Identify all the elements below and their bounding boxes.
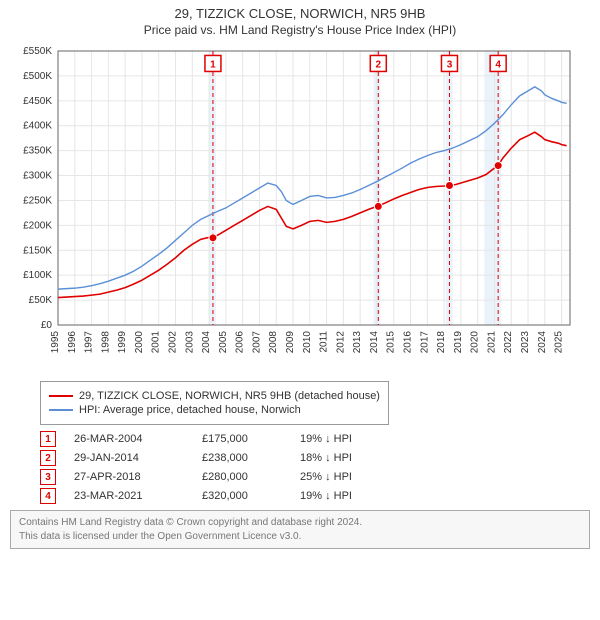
legend-swatch xyxy=(49,409,73,411)
svg-text:2019: 2019 xyxy=(453,331,464,354)
svg-text:2020: 2020 xyxy=(470,331,481,354)
svg-text:2006: 2006 xyxy=(235,331,246,354)
svg-text:£550K: £550K xyxy=(23,46,52,57)
svg-text:2012: 2012 xyxy=(335,331,346,354)
price-chart: £0 £50K £100K £150K £200K £250K £300K £350K £400… xyxy=(10,43,580,373)
svg-text:2011: 2011 xyxy=(319,331,330,353)
svg-text:£150K: £150K xyxy=(23,245,52,256)
svg-text:2014: 2014 xyxy=(369,331,380,354)
svg-text:2013: 2013 xyxy=(352,331,363,354)
sales-row: 3 27-APR-2018 £280,000 25% ↓ HPI xyxy=(40,469,590,485)
svg-text:£400K: £400K xyxy=(23,121,52,132)
svg-text:2007: 2007 xyxy=(251,331,262,354)
sale-marker-icon: 3 xyxy=(40,469,56,485)
svg-text:£450K: £450K xyxy=(23,96,52,107)
svg-text:2001: 2001 xyxy=(151,331,162,354)
legend: 29, TIZZICK CLOSE, NORWICH, NR5 9HB (det… xyxy=(40,381,389,425)
svg-text:2025: 2025 xyxy=(554,331,565,354)
sale-price: £238,000 xyxy=(202,452,282,464)
sale-price: £320,000 xyxy=(202,490,282,502)
sale-price: £175,000 xyxy=(202,433,282,445)
svg-text:1997: 1997 xyxy=(84,331,95,354)
sale-price: £280,000 xyxy=(202,471,282,483)
page-subtitle: Price paid vs. HM Land Registry's House … xyxy=(0,23,600,43)
footer-attribution: Contains HM Land Registry data © Crown c… xyxy=(10,510,590,549)
svg-text:2000: 2000 xyxy=(134,331,145,354)
svg-text:£300K: £300K xyxy=(23,171,52,182)
svg-text:2021: 2021 xyxy=(486,331,497,354)
svg-text:2008: 2008 xyxy=(268,331,279,354)
svg-text:£0: £0 xyxy=(41,320,53,331)
sale-date: 27-APR-2018 xyxy=(74,471,184,483)
svg-text:2009: 2009 xyxy=(285,331,296,354)
svg-text:2004: 2004 xyxy=(201,331,212,354)
svg-text:2003: 2003 xyxy=(184,331,195,354)
svg-text:£500K: £500K xyxy=(23,71,52,82)
svg-text:2015: 2015 xyxy=(386,331,397,354)
svg-text:2018: 2018 xyxy=(436,331,447,354)
sales-row: 4 23-MAR-2021 £320,000 19% ↓ HPI xyxy=(40,488,590,504)
svg-text:2002: 2002 xyxy=(168,331,179,354)
svg-text:2016: 2016 xyxy=(403,331,414,354)
sale-marker-icon: 2 xyxy=(40,450,56,466)
legend-label: 29, TIZZICK CLOSE, NORWICH, NR5 9HB (det… xyxy=(79,390,380,402)
legend-row: HPI: Average price, detached house, Norw… xyxy=(49,404,380,416)
svg-text:2023: 2023 xyxy=(520,331,531,354)
sale-date: 23-MAR-2021 xyxy=(74,490,184,502)
legend-row: 29, TIZZICK CLOSE, NORWICH, NR5 9HB (det… xyxy=(49,390,380,402)
svg-text:£250K: £250K xyxy=(23,195,52,206)
sales-row: 2 29-JAN-2014 £238,000 18% ↓ HPI xyxy=(40,450,590,466)
svg-text:1996: 1996 xyxy=(67,331,78,354)
svg-text:£200K: £200K xyxy=(23,220,52,231)
svg-text:2024: 2024 xyxy=(537,331,548,354)
legend-swatch xyxy=(49,395,73,397)
footer-line-1: Contains HM Land Registry data © Crown c… xyxy=(19,516,581,530)
svg-text:2022: 2022 xyxy=(503,331,514,354)
svg-text:1995: 1995 xyxy=(50,331,61,354)
sale-date: 26-MAR-2004 xyxy=(74,433,184,445)
sale-diff: 19% ↓ HPI xyxy=(300,433,400,445)
svg-text:£50K: £50K xyxy=(29,295,53,306)
sales-table: 1 26-MAR-2004 £175,000 19% ↓ HPI 2 29-JAN-201… xyxy=(40,431,590,504)
sale-diff: 25% ↓ HPI xyxy=(300,471,400,483)
svg-text:4: 4 xyxy=(495,59,501,70)
svg-text:2017: 2017 xyxy=(419,331,430,354)
footer-line-2: This data is licensed under the Open Gov… xyxy=(19,530,581,544)
chart-container: £0 £50K £100K £150K £200K £250K £300K £350K £400… xyxy=(10,43,590,373)
sale-diff: 18% ↓ HPI xyxy=(300,452,400,464)
svg-text:2010: 2010 xyxy=(302,331,313,354)
sale-diff: 19% ↓ HPI xyxy=(300,490,400,502)
svg-text:2: 2 xyxy=(376,59,382,70)
legend-label: HPI: Average price, detached house, Norw… xyxy=(79,404,301,416)
page-title: 29, TIZZICK CLOSE, NORWICH, NR5 9HB xyxy=(0,0,600,23)
svg-text:£100K: £100K xyxy=(23,270,52,281)
sale-marker-icon: 4 xyxy=(40,488,56,504)
svg-text:1998: 1998 xyxy=(100,331,111,354)
svg-text:3: 3 xyxy=(447,59,453,70)
svg-text:1: 1 xyxy=(210,59,216,70)
svg-text:2005: 2005 xyxy=(218,331,229,354)
sale-marker-icon: 1 xyxy=(40,431,56,447)
svg-text:1999: 1999 xyxy=(117,331,128,354)
svg-text:£350K: £350K xyxy=(23,146,52,157)
sale-date: 29-JAN-2014 xyxy=(74,452,184,464)
sales-row: 1 26-MAR-2004 £175,000 19% ↓ HPI xyxy=(40,431,590,447)
